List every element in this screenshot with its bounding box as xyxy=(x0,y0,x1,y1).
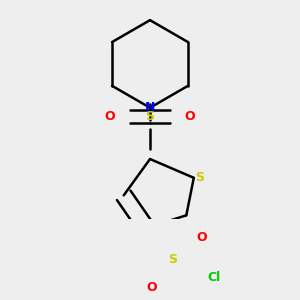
Text: Cl: Cl xyxy=(207,272,220,284)
Text: O: O xyxy=(196,231,207,244)
Text: O: O xyxy=(105,110,115,123)
Text: O: O xyxy=(185,110,195,123)
Text: O: O xyxy=(146,281,157,294)
Text: S: S xyxy=(196,171,205,184)
Text: S: S xyxy=(146,110,154,123)
Text: S: S xyxy=(168,253,177,266)
Text: N: N xyxy=(145,101,155,114)
